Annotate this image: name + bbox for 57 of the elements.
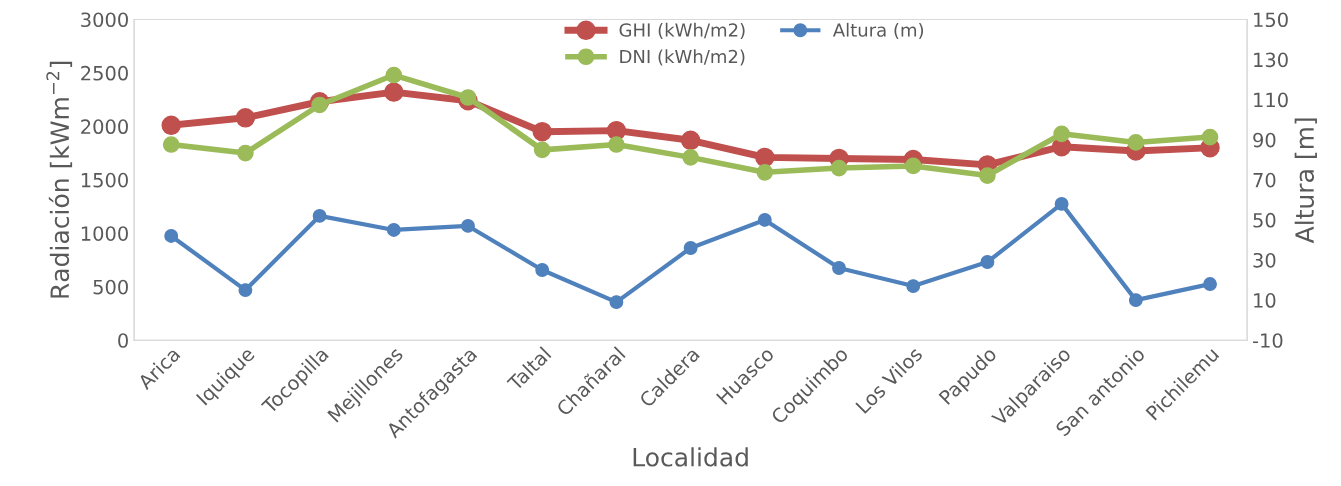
point (161, 115, 181, 136)
point (385, 66, 403, 84)
point (235, 108, 256, 128)
point (1054, 196, 1069, 211)
y2-tick-label: 10 (1254, 293, 1276, 308)
y2-tick-label: 30 (1253, 252, 1276, 268)
y-axis-title: Radiación [kWm$^{−2}$] (46, 61, 73, 298)
y-tick-label: 2500 (81, 65, 128, 81)
y-tick-label: 0 (118, 333, 128, 348)
point (461, 218, 475, 233)
y-tick-label: 1500 (81, 172, 128, 188)
point (533, 141, 551, 159)
y2-tick-label: -10 (1252, 333, 1283, 348)
point (755, 147, 775, 168)
y2-tick-label: 130 (1254, 52, 1288, 68)
point (682, 149, 699, 166)
point (384, 82, 404, 102)
y-tick-label: 500 (93, 279, 128, 295)
point (459, 89, 477, 106)
point (312, 208, 327, 223)
point (756, 164, 774, 181)
legend-label: DNI (kWh/m2) (620, 49, 745, 66)
point (906, 279, 921, 294)
point (1203, 277, 1217, 292)
point (386, 222, 401, 237)
point (532, 121, 552, 142)
point (162, 136, 180, 153)
y-tick-label: 1000 (81, 226, 128, 241)
point (237, 144, 254, 162)
point (609, 295, 624, 310)
point (830, 159, 848, 177)
point (680, 130, 701, 150)
legend-label: GHI (kWh/m2) (619, 22, 745, 39)
y2-axis-title: Altura [m] (1294, 118, 1317, 244)
y-tick-label: 3000 (81, 12, 128, 28)
y2-tick-label: 110 (1254, 92, 1288, 108)
point (1127, 134, 1145, 151)
point (980, 255, 995, 269)
point (757, 212, 772, 227)
point (1201, 128, 1219, 146)
y2-tick-label: 50 (1253, 212, 1276, 228)
point (979, 167, 996, 184)
y2-tick-label: 90 (1253, 132, 1276, 148)
point (1128, 293, 1143, 308)
point (164, 229, 179, 243)
y-tick-label: 2000 (81, 119, 128, 135)
x-axis-title: Localidad (633, 447, 748, 467)
y2-tick-label: 150 (1254, 12, 1288, 28)
point (1053, 125, 1070, 143)
point (535, 263, 550, 277)
y2-tick-label: 70 (1253, 172, 1276, 188)
point (904, 157, 922, 175)
point (608, 136, 625, 153)
point (683, 241, 698, 255)
point (238, 283, 253, 298)
legend-label: Altura (m) (832, 22, 924, 39)
point (832, 261, 846, 275)
